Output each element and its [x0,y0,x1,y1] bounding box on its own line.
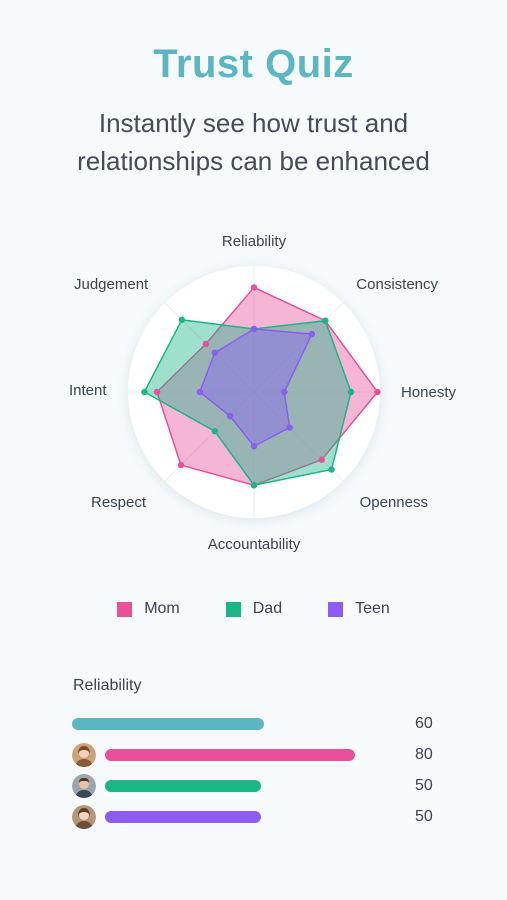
axis-label-openness: Openness [360,494,428,511]
radar-point-mom-reliability [250,284,258,291]
radar-point-teen-reliability [250,325,258,333]
member-value: 50 [415,808,433,825]
member-value: 80 [415,746,433,763]
legend-item-dad[interactable]: Dad [225,600,283,618]
radar-point-dad-respect [211,428,218,435]
page-subtitle: Instantly see how trust and relationship… [0,104,507,180]
dad-avatar[interactable] [72,774,96,798]
member-bar [105,811,261,823]
radar-point-teen-intent [196,388,204,396]
legend-swatch-teen [328,601,344,617]
legend-item-mom[interactable]: Mom [117,600,180,618]
axis-label-reliability: Reliability [222,233,287,250]
radar-point-teen-respect [226,412,234,420]
member-bar-row[interactable]: 80 [72,743,452,767]
radar-point-mom-honesty [374,388,381,396]
legend: Mom Dad Teen [0,600,507,618]
teen-avatar[interactable] [72,805,96,829]
radar-point-mom-respect [177,461,185,469]
breakdown-label: Reliability [73,677,142,694]
legend-label-teen: Teen [355,600,390,617]
legend-item-teen[interactable]: Teen [328,600,390,618]
radar-spoke-openness [253,391,344,482]
axis-label-respect: Respect [91,494,147,511]
radar-point-teen-openness [286,424,293,431]
axis-label-consistency: Consistency [356,276,438,293]
radar-point-dad-openness [328,466,335,473]
subtitle-line-1: Instantly see how trust and [98,108,409,138]
radar-point-dad-intent [141,388,148,396]
radar-point-dad-honesty [347,388,355,396]
overall-value: 60 [415,715,433,732]
radar-point-teen-accountability [250,442,258,450]
axis-label-intent: Intent [69,382,107,399]
axis-label-honesty: Honesty [401,384,457,401]
legend-swatch-dad [225,601,241,617]
radar-point-mom-intent [153,388,161,396]
radar-point-dad-accountability [250,482,258,489]
member-bar-row[interactable]: 50 [72,774,452,798]
member-bar-row[interactable]: 50 [72,805,452,829]
member-value: 50 [415,777,433,794]
axis-label-accountability: Accountability [208,536,301,553]
radar-point-dad-judgement [178,316,186,324]
legend-swatch-mom [117,601,133,617]
member-bar [105,780,261,792]
legend-label-mom: Mom [144,600,180,617]
subtitle-line-2: relationships can be enhanced [77,146,430,176]
radar-point-teen-judgement [211,349,218,356]
radar-point-teen-honesty [281,388,288,396]
legend-label-dad: Dad [252,600,283,617]
radar-point-mom-judgement [202,340,210,348]
member-bar [105,749,355,761]
radar-point-teen-consistency [308,330,316,338]
overall-bar [72,718,264,730]
mom-avatar[interactable] [72,743,96,767]
radar-point-dad-consistency [322,317,329,324]
radar-spoke-consistency [253,302,344,393]
axis-label-judgement: Judgement [74,276,149,293]
page-title: Trust Quiz [153,42,354,86]
radar-point-mom-openness [318,456,325,463]
overall-bar-row: 60 [72,714,452,734]
radar-chart: Reliability Consistency Honesty Openness Acc… [69,233,457,553]
